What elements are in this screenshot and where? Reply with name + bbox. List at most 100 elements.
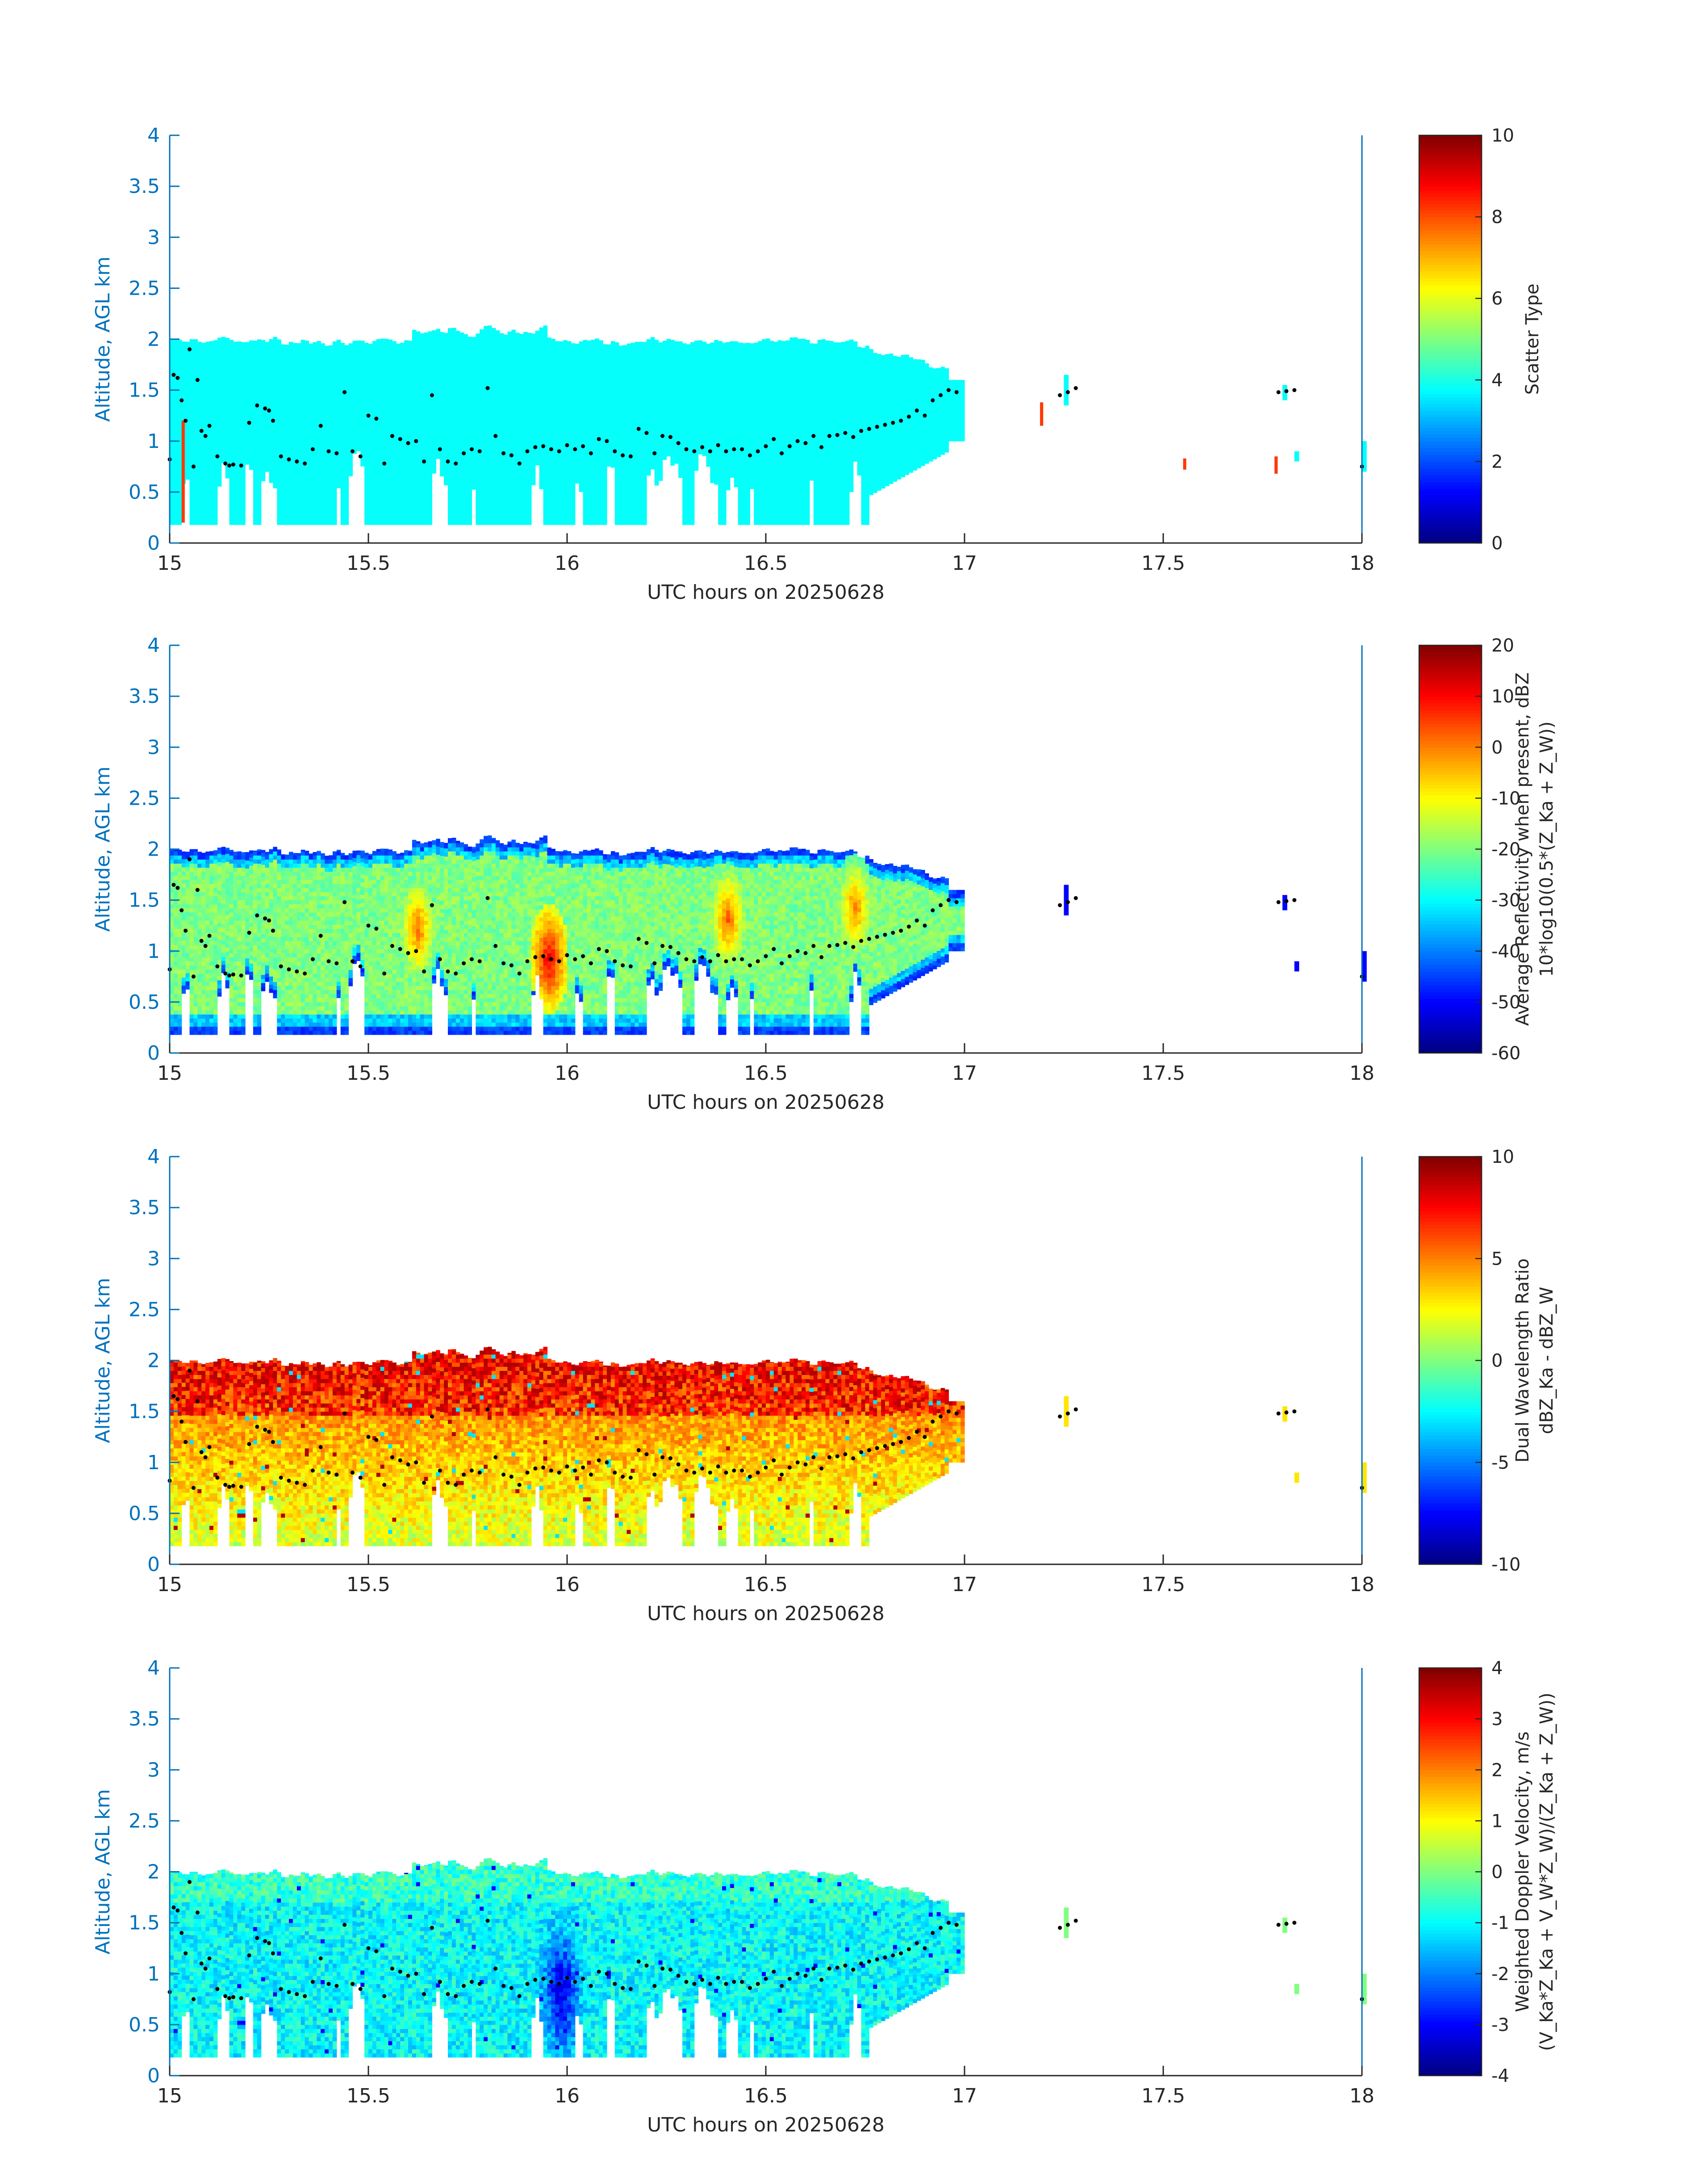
heatmap-cell [209, 374, 214, 378]
heatmap-cell [579, 365, 584, 370]
heatmap-cell [221, 361, 226, 365]
heatmap-cell [237, 447, 242, 452]
heatmap-cell [372, 488, 377, 493]
heatmap-cell [205, 472, 210, 476]
heatmap-cell [229, 516, 234, 521]
heatmap-cell [444, 367, 448, 372]
heatmap-cell [567, 365, 572, 370]
heatmap-cell [257, 476, 262, 481]
heatmap-cell [329, 430, 333, 435]
heatmap-cell [289, 488, 293, 493]
heatmap-cell [329, 357, 333, 362]
heatmap-cell [583, 374, 588, 378]
heatmap-cell [296, 488, 301, 493]
heatmap-cell [412, 430, 417, 435]
heatmap-cell [170, 451, 174, 456]
heatmap-cell [384, 345, 389, 350]
heatmap-cell [451, 329, 456, 334]
heatmap-cell [404, 378, 409, 382]
heatmap-cell [360, 344, 365, 348]
heatmap-cell [396, 374, 401, 378]
heatmap-cell [455, 394, 460, 399]
heatmap-cell [523, 410, 528, 415]
heatmap-cell [503, 382, 508, 387]
heatmap-cell [543, 435, 548, 439]
heatmap-cell [249, 421, 254, 425]
heatmap-cell [614, 459, 619, 464]
heatmap-cell [523, 520, 528, 525]
heatmap-cell [360, 458, 365, 463]
heatmap-cell [170, 472, 174, 476]
heatmap-cell [428, 504, 432, 509]
heatmap-cell [396, 414, 401, 419]
heatmap-cell [424, 337, 429, 342]
heatmap-cell [555, 341, 560, 346]
heatmap-cell [325, 455, 329, 460]
heatmap-cell [459, 480, 464, 485]
heatmap-cell [356, 414, 361, 419]
heatmap-cell [551, 414, 555, 419]
heatmap-cell [511, 508, 516, 513]
heatmap-column [221, 337, 226, 464]
heatmap-cell [173, 390, 178, 395]
heatmap-cell [229, 500, 234, 505]
heatmap-cell [317, 500, 321, 505]
heatmap-cell [571, 480, 576, 485]
heatmap-cell [448, 480, 452, 485]
heatmap-cell [507, 378, 512, 382]
heatmap-cell [173, 414, 178, 419]
heatmap-cell [170, 508, 174, 513]
heatmap-cell [559, 349, 564, 354]
heatmap-cell [472, 347, 476, 351]
heatmap-cell [245, 403, 250, 408]
heatmap-cell [170, 418, 174, 423]
heatmap-cell [488, 468, 492, 472]
heatmap-cell [495, 394, 500, 399]
heatmap-cell [459, 332, 464, 334]
heatmap-cell [237, 345, 242, 350]
heatmap-cell [464, 386, 468, 391]
heatmap-cell [380, 468, 385, 472]
heatmap-column [352, 340, 357, 454]
heatmap-cell [245, 440, 250, 444]
heatmap-cell [189, 382, 194, 387]
heatmap-cell [432, 347, 436, 351]
heatmap-cell [181, 369, 186, 374]
heatmap-cell [388, 418, 393, 423]
heatmap-cell [511, 426, 516, 431]
heatmap-cell [432, 465, 436, 470]
heatmap-cell [476, 430, 480, 435]
heatmap-cell [285, 488, 289, 493]
heatmap-cell [587, 349, 591, 354]
heatmap-cell [396, 480, 401, 485]
heatmap-cell [444, 346, 448, 351]
heatmap-cell [455, 459, 460, 464]
heatmap-cell [507, 468, 512, 472]
heatmap-cell [181, 410, 186, 415]
heatmap-cell [253, 480, 258, 485]
heatmap-cell [408, 365, 413, 370]
heatmap-cell [591, 378, 595, 382]
heatmap-cell [587, 468, 591, 472]
heatmap-cell [289, 430, 293, 435]
heatmap-cell [392, 504, 397, 509]
heatmap-cell [476, 480, 480, 485]
heatmap-cell [221, 422, 226, 426]
heatmap-cell [424, 345, 429, 350]
heatmap-cell [480, 378, 484, 382]
heatmap-cell [567, 508, 572, 513]
heatmap-cell [281, 451, 285, 456]
heatmap-cell [292, 382, 297, 387]
heatmap-cell [221, 365, 226, 370]
heatmap-cell [495, 418, 500, 423]
heatmap-cell [237, 476, 242, 481]
heatmap-cell [348, 374, 353, 379]
heatmap-cell [392, 476, 397, 481]
heatmap-cell [531, 481, 536, 485]
heatmap-cell [459, 378, 464, 382]
heatmap-cell [372, 398, 377, 403]
heatmap-cell [352, 376, 357, 381]
heatmap-cell [309, 496, 313, 501]
heatmap-cell [392, 451, 397, 456]
heatmap-cell [261, 403, 266, 408]
